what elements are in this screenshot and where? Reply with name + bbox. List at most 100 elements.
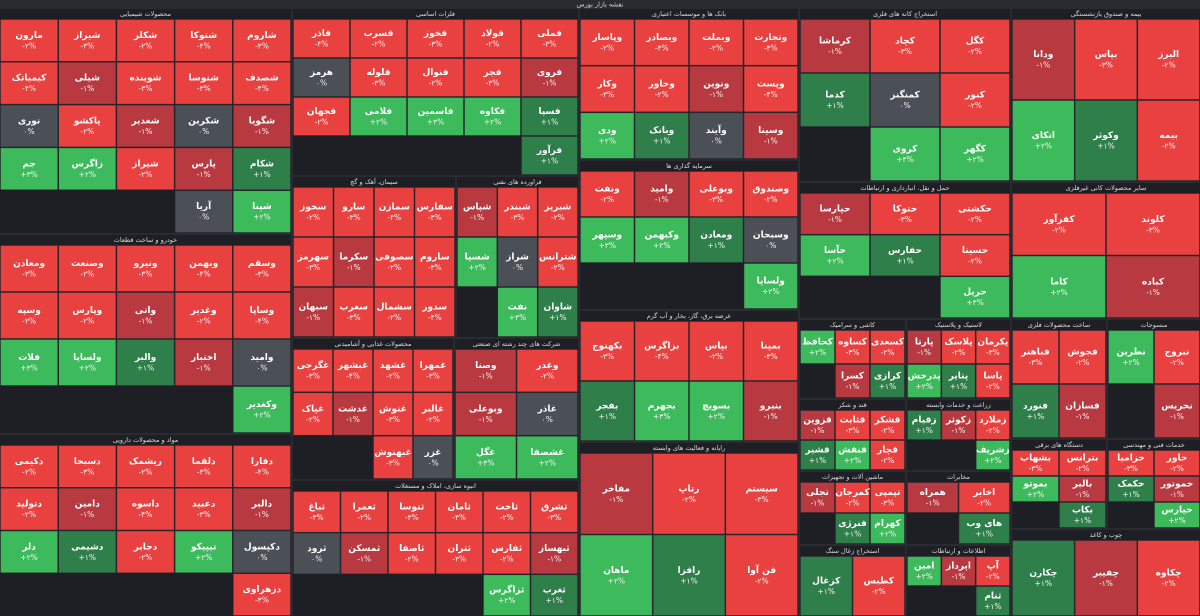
- tile-change: -۲%: [881, 426, 895, 435]
- tile-change: -۳%: [372, 79, 386, 88]
- tile: [350, 97, 407, 136]
- tile: [800, 440, 835, 470]
- tile-name: دشیمی: [71, 542, 104, 552]
- tile: [516, 349, 578, 393]
- tile-change: -۲%: [968, 47, 982, 56]
- tile-name: وکار: [597, 80, 617, 90]
- tile: [373, 435, 413, 479]
- tile-change: -۲%: [1170, 358, 1184, 367]
- sector-title: بانک ها و موسسات اعتباری: [652, 10, 726, 18]
- tile-change: +۲%: [1050, 288, 1067, 297]
- tile: [870, 410, 905, 440]
- tile-change: -۱%: [764, 412, 778, 421]
- sector-title: فلزات اساسی: [416, 10, 455, 18]
- tile-change: +۲%: [468, 263, 485, 272]
- sector-title: استخراج کانه های فلزی: [873, 10, 937, 18]
- tile-name: فسپا: [538, 107, 560, 117]
- tile-name: سخوز: [299, 203, 326, 213]
- tile: [455, 435, 517, 479]
- tile-change: -۴%: [139, 510, 153, 519]
- tile-name: غگل: [476, 446, 495, 458]
- tile: [350, 19, 407, 58]
- tile-name: کفرآور: [1042, 213, 1075, 225]
- tile-change: +۱%: [950, 382, 967, 391]
- tile-change: -۲%: [22, 467, 36, 476]
- tile-change: -۲%: [387, 313, 401, 322]
- tile-change: +۱%: [79, 553, 96, 562]
- tile-change: -۲%: [500, 513, 514, 522]
- tile-change: -۳%: [386, 458, 400, 467]
- tile-change: ۰%: [427, 458, 438, 467]
- tile: [293, 532, 341, 575]
- tile-name: وبوعلی: [469, 405, 503, 415]
- tile-name: نخریس: [1161, 402, 1193, 412]
- tile-name: غپاک: [302, 405, 324, 415]
- tile-change: -۱%: [80, 510, 94, 519]
- tile: [907, 482, 959, 513]
- tile-name: چفیبر: [1092, 569, 1119, 579]
- tile-change: +۲%: [539, 458, 556, 467]
- tile-change: -۲%: [952, 348, 966, 357]
- tile: [233, 147, 291, 190]
- tile-change: +۳%: [20, 170, 37, 179]
- tile-change: -۱%: [709, 90, 723, 99]
- tile-name: وبهمن: [189, 259, 218, 269]
- tile: [800, 234, 870, 277]
- tile: [1059, 476, 1106, 502]
- tile: [464, 58, 521, 97]
- tile-name: شغدیر: [130, 117, 159, 127]
- tile-name: شبریز: [543, 203, 571, 213]
- tile-change: -۳%: [452, 555, 466, 564]
- tile: [293, 19, 350, 58]
- tile: [58, 245, 117, 292]
- tile-change: -۳%: [986, 348, 1000, 357]
- tile: [580, 171, 635, 217]
- tile-name: شیراز: [131, 159, 159, 169]
- tile-change: -۳%: [426, 372, 440, 381]
- tile-name: وامید: [650, 185, 673, 195]
- tile-change: -۳%: [755, 495, 769, 504]
- tile-change: -۲%: [486, 40, 500, 49]
- tile: [800, 19, 870, 73]
- tile-name: ثغرب: [543, 586, 566, 596]
- tile: [293, 187, 334, 237]
- tile-name: حریل: [963, 288, 987, 298]
- tile: [483, 574, 531, 616]
- tile-name: دجابر: [133, 542, 158, 552]
- tile-change: -۲%: [306, 213, 320, 222]
- tile-name: شاوان: [544, 303, 573, 313]
- tile-change: -۲%: [372, 40, 386, 49]
- tile: [1108, 450, 1154, 476]
- tile-change: -۳%: [255, 41, 269, 50]
- tile-name: دکپسول: [244, 542, 281, 552]
- tile: [870, 19, 940, 73]
- tile: [407, 97, 464, 136]
- tile-name: کحافظ: [802, 338, 833, 348]
- tile: [1012, 330, 1059, 384]
- sector-title: بیمه و صندوق بازنشستگی: [1071, 10, 1142, 18]
- tile: [1074, 540, 1138, 616]
- tile-name: شگویا: [249, 115, 276, 127]
- tile-change: -۲%: [80, 270, 94, 279]
- tile-change: -۱%: [917, 348, 931, 357]
- tile-name: کهرام: [874, 519, 901, 529]
- tile-name: بکاب: [1072, 506, 1093, 516]
- tile-change: -۲%: [315, 118, 329, 127]
- tile-change: -۳%: [898, 215, 912, 224]
- tile: [521, 136, 578, 175]
- tile-name: ثاصفا: [399, 544, 424, 554]
- tile: [116, 445, 175, 488]
- tile-name: وپارس: [72, 306, 102, 316]
- tile: [1137, 540, 1200, 616]
- tile: [689, 381, 744, 441]
- tile: [1012, 100, 1075, 181]
- tile-change: +۱%: [137, 364, 154, 373]
- tile: [1059, 330, 1106, 384]
- tile-name: پاسا: [983, 372, 1002, 382]
- tile-name: ثمسکن: [348, 544, 380, 554]
- tile-name: سشمال: [377, 303, 412, 313]
- tile-change: -۳%: [1099, 61, 1113, 70]
- tile-change: +۲%: [79, 170, 96, 179]
- tile: [1137, 19, 1200, 100]
